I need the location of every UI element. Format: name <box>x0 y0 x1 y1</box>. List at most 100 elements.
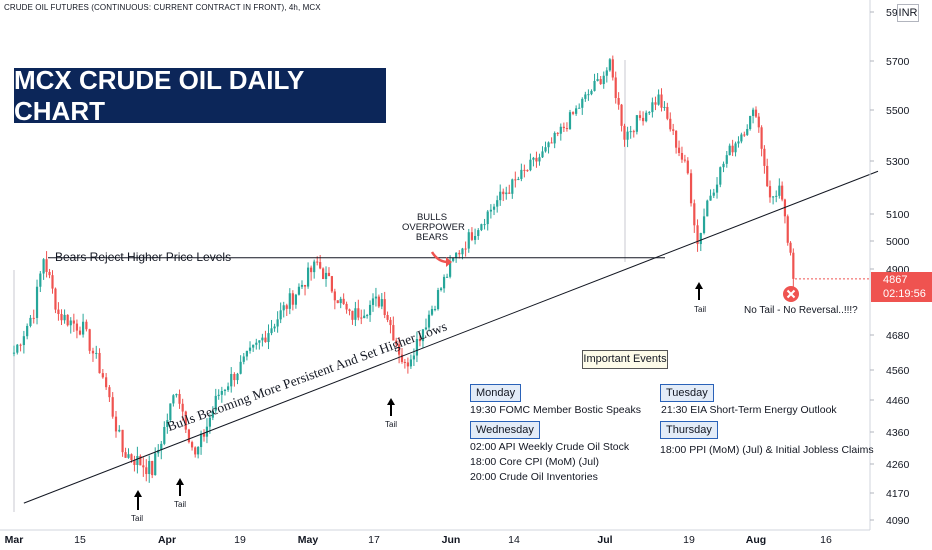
candle-body <box>233 373 236 381</box>
candle-body <box>529 159 532 171</box>
y-tick-label: 4360 <box>886 427 910 439</box>
candle-body <box>220 391 223 395</box>
candle-body <box>151 460 154 476</box>
banner-title: MCX CRUDE OIL DAILY CHART <box>14 65 386 126</box>
candle-body <box>199 433 203 448</box>
candle-body <box>638 115 642 118</box>
candle-body <box>197 447 200 455</box>
candle-body <box>781 185 784 200</box>
candle-body <box>319 262 322 269</box>
tail-arrow-head <box>134 490 142 497</box>
candle-body <box>452 257 455 261</box>
candle-body <box>602 75 605 85</box>
candle-body <box>127 454 130 458</box>
candle-body <box>291 293 294 305</box>
candle-body <box>169 403 172 421</box>
candle-body <box>392 325 395 341</box>
candle-body <box>508 192 511 194</box>
candle-body <box>42 259 45 274</box>
candle-body <box>258 340 261 343</box>
candle-body <box>553 132 556 144</box>
currency-label[interactable]: INR <box>897 4 919 22</box>
candle-body <box>398 344 401 355</box>
candle-body <box>98 352 101 374</box>
candle-body <box>709 195 712 201</box>
y-tick-label: 4260 <box>886 459 910 471</box>
candle-body <box>354 308 357 320</box>
candle-body <box>45 259 48 272</box>
candle-body <box>51 275 54 289</box>
candle-body <box>255 342 258 345</box>
x-tick-label: May <box>298 534 319 546</box>
candle-body <box>734 143 737 153</box>
candle-body <box>366 315 369 317</box>
candle-body <box>581 98 584 108</box>
candle-body <box>95 352 98 354</box>
candle-body <box>623 125 626 140</box>
candle-body <box>757 116 760 128</box>
candle-body <box>502 191 505 195</box>
candle-body <box>632 131 635 133</box>
candle-body <box>339 298 342 304</box>
chart-header: CRUDE OIL FUTURES (CONTINUOUS: CURRENT C… <box>4 3 321 12</box>
candle-body <box>480 224 483 231</box>
candle-body <box>778 185 781 196</box>
candle-body <box>550 142 553 144</box>
candle-body <box>403 361 406 363</box>
candle-body <box>264 337 267 343</box>
candle-body <box>321 268 325 280</box>
candle-body <box>383 299 386 316</box>
candle-body <box>181 403 184 412</box>
candles-layer <box>12 55 795 483</box>
candle-body <box>35 286 39 318</box>
bulls-arrow-head <box>446 257 452 267</box>
x-tick-label: Jun <box>442 534 461 546</box>
x-tick-label: Jul <box>597 534 612 546</box>
annotation-lines <box>23 170 879 504</box>
candle-body <box>483 224 486 226</box>
tail-arrow-head <box>176 478 184 485</box>
candle-body <box>424 327 428 330</box>
candle-body <box>63 314 66 321</box>
y-tick-label: 5700 <box>886 56 910 68</box>
candle-body <box>680 152 684 160</box>
no-tail-x-2 <box>786 289 796 299</box>
candle-body <box>445 276 449 278</box>
candle-body <box>26 325 29 337</box>
candle-body <box>489 209 492 212</box>
candle-body <box>712 192 715 196</box>
candle-body <box>654 102 657 105</box>
candle-body <box>160 443 163 451</box>
candle-body <box>145 467 148 475</box>
candle-body <box>377 296 380 307</box>
candle-body <box>108 387 111 398</box>
candle-body <box>371 298 375 305</box>
candle-body <box>648 112 651 114</box>
candle-body <box>657 94 660 105</box>
event-item-monday-1: 19:30 FOMC Member Bostic Speaks <box>470 404 641 416</box>
candle-body <box>276 319 279 327</box>
candle-body <box>587 94 590 96</box>
candle-body <box>455 252 458 258</box>
x-tick-label: 17 <box>368 534 380 546</box>
candle-body <box>578 107 581 109</box>
candle-body <box>651 102 654 113</box>
candle-body <box>270 328 273 334</box>
candle-body <box>772 196 775 198</box>
candle-body <box>227 386 230 390</box>
candle-body <box>406 362 409 367</box>
candle-body <box>669 118 672 130</box>
candle-body <box>374 296 378 299</box>
candle-body <box>666 106 669 119</box>
candle-body <box>148 460 151 475</box>
candle-body <box>386 315 389 320</box>
candle-body <box>768 186 772 198</box>
x-tick-label: Mar <box>5 534 24 546</box>
candle-body <box>470 232 474 240</box>
candle-body <box>351 310 354 320</box>
candle-body <box>316 261 319 263</box>
candle-body <box>743 134 746 136</box>
candle-body <box>85 321 88 330</box>
candle-body <box>380 299 383 307</box>
